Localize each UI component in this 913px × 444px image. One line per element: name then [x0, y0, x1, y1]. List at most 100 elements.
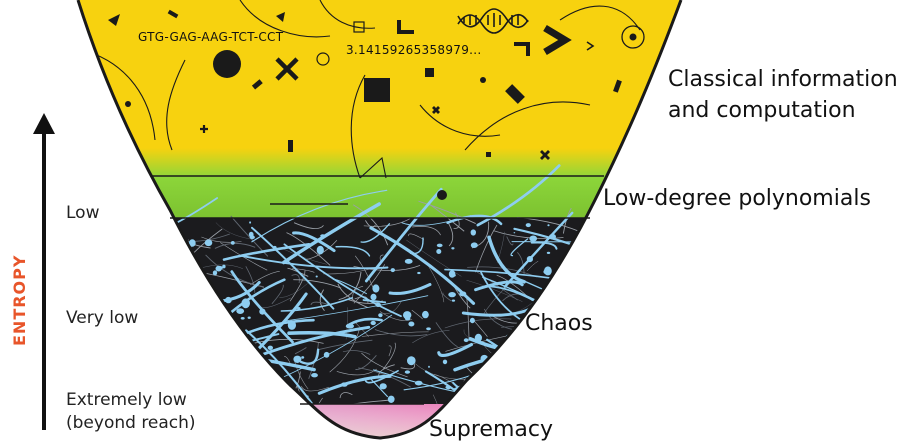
chaos-streak: [280, 247, 327, 265]
chaos-droplet: [387, 395, 395, 403]
chaos-streak: [208, 304, 223, 311]
chaos-streak: [189, 330, 248, 337]
chaos-droplet: [422, 310, 429, 319]
chaos-droplet: [547, 224, 550, 227]
chaos-streak: [361, 331, 429, 337]
chaos-streak: [244, 379, 261, 424]
chaos-streak: [475, 224, 498, 273]
chaos-streak: [558, 268, 579, 279]
chaos-streak: [535, 361, 543, 376]
chaos-streak: [388, 345, 392, 357]
chaos-streak: [209, 310, 218, 331]
chaos-droplet: [259, 308, 266, 315]
chaos-streak: [291, 274, 300, 284]
chaos-streak: [342, 350, 371, 355]
chaos-streak: [550, 353, 574, 357]
chaos-streak: [374, 329, 428, 337]
chaos-streak: [219, 325, 235, 361]
chaos-droplet: [556, 381, 563, 387]
chaos-droplet: [320, 234, 326, 238]
chaos-droplet: [204, 239, 213, 247]
chaos-streak: [154, 341, 172, 383]
chaos-droplet: [375, 302, 382, 307]
chaos-streak: [169, 380, 235, 386]
chaos-droplet: [513, 232, 516, 234]
chaos-streak: [612, 261, 618, 294]
chaos-droplet: [436, 249, 442, 254]
chaos-streak: [408, 233, 425, 240]
chaos-droplet: [175, 351, 180, 355]
chaos-droplet: [509, 358, 517, 364]
chaos-droplet: [602, 354, 605, 357]
chaos-streak: [146, 304, 162, 309]
cross-icon: [275, 57, 299, 81]
chaos-droplet: [315, 275, 318, 278]
chaos-splatter-stroke: [487, 235, 526, 284]
chaos-streak: [191, 365, 210, 371]
chaos-streak: [319, 289, 325, 312]
chaos-streak: [338, 272, 362, 301]
chaos-streak: [582, 361, 601, 376]
chaos-streak: [187, 313, 193, 329]
chaos-droplet: [578, 290, 586, 295]
chaos-droplet: [345, 323, 354, 329]
chaos-splatter-stroke: [600, 340, 681, 380]
chaos-droplet: [403, 311, 412, 320]
chaos-streak: [618, 313, 641, 330]
chaos-splatter-stroke: [388, 282, 432, 296]
chaos-droplet: [448, 270, 456, 278]
chaos-streak: [589, 355, 604, 391]
chaos-droplet: [529, 235, 537, 242]
chaos-droplet: [212, 270, 218, 276]
chaos-streak: [181, 333, 206, 346]
chaos-streak: [220, 242, 268, 271]
chaos-droplet: [428, 365, 430, 368]
chaos-streak: [289, 270, 306, 302]
chaos-droplet: [262, 369, 271, 376]
chaos-droplet: [590, 376, 595, 382]
chaos-droplet: [474, 333, 482, 342]
chaos-streak: [310, 301, 331, 306]
chaos-droplet: [241, 298, 250, 309]
chaos-splatter-stroke: [486, 338, 605, 410]
chaos-streak: [567, 257, 588, 270]
chaos-droplet: [608, 318, 610, 319]
chaos-streak: [144, 278, 173, 319]
chaos-streak: [605, 329, 619, 354]
chaos-streak: [194, 343, 240, 353]
chaos-droplet: [370, 320, 376, 326]
chaos-splatter-stroke: [592, 303, 681, 367]
region-label-chaos: Chaos: [525, 311, 593, 336]
chaos-streak: [584, 238, 634, 264]
chaos-streak: [489, 377, 500, 404]
chaos-droplet: [498, 350, 505, 357]
chaos-droplet: [603, 334, 610, 341]
chaos-splatter-stroke: [505, 350, 569, 418]
chaos-splatter-stroke: [285, 295, 429, 322]
chaos-streak: [584, 383, 605, 397]
chaos-splatter-stroke: [444, 268, 559, 280]
chaos-droplet: [546, 251, 551, 254]
chaos-streak: [279, 283, 308, 299]
chaos-droplet: [293, 355, 302, 363]
chaos-streak: [165, 244, 186, 280]
entropy-axis: ENTROPY: [10, 113, 55, 430]
chaos-droplet: [171, 235, 176, 239]
chaos-streak: [506, 236, 514, 246]
chaos-droplet: [188, 239, 196, 247]
chaos-streak: [301, 386, 330, 392]
entropy-level-low: Low: [66, 203, 100, 223]
chaos-streak: [589, 355, 621, 367]
chaos-droplet: [272, 245, 277, 251]
chaos-streak: [411, 309, 423, 320]
chaos-droplet: [549, 233, 556, 240]
entropy-axis-title: ENTROPY: [10, 255, 29, 346]
entropy-level-extremely-low: Extremely low: [66, 390, 187, 410]
chaos-droplet: [414, 380, 423, 386]
chaos-splatter-stroke: [230, 270, 294, 344]
polynomials-region: [78, 176, 681, 218]
chaos-streak: [442, 292, 452, 302]
chaos-streak: [444, 318, 512, 329]
chaos-droplet: [544, 266, 552, 276]
chaos-streak: [339, 392, 353, 399]
